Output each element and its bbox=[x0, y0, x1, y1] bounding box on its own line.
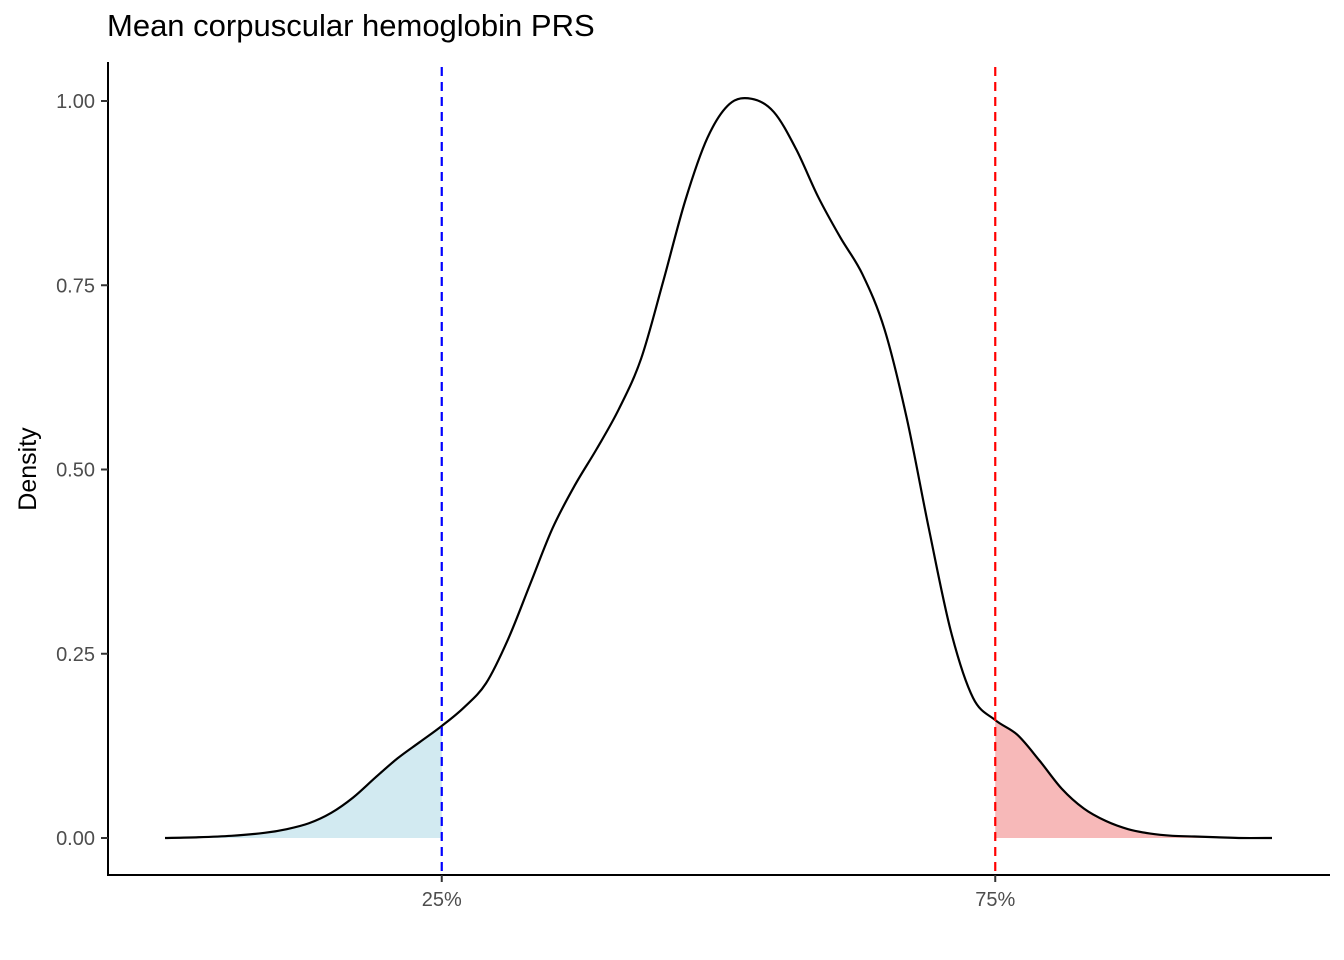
density-curve-layer bbox=[164, 97, 1273, 840]
y-tick-label: 0.00 bbox=[56, 828, 95, 850]
lower-quartile-area bbox=[165, 725, 442, 838]
axes bbox=[107, 62, 1330, 876]
y-tick-label: 0.25 bbox=[56, 644, 95, 666]
y-tick-label: 0.75 bbox=[56, 275, 95, 297]
chart-title: Mean corpuscular hemoglobin PRS bbox=[107, 8, 595, 43]
y-axis-title: Density bbox=[14, 427, 42, 511]
x-tick-label: 75% bbox=[975, 889, 1015, 911]
y-tick-label: 1.00 bbox=[56, 91, 95, 113]
density-curve bbox=[164, 97, 1273, 840]
upper-quartile-area bbox=[995, 720, 1272, 839]
quartile-fills bbox=[165, 720, 1272, 839]
x-tick-label: 25% bbox=[422, 889, 462, 911]
y-axis-ticks: 0.00 0.25 0.50 0.75 1.00 bbox=[56, 91, 108, 850]
quartile-lines bbox=[440, 67, 997, 875]
y-tick-label: 0.50 bbox=[56, 460, 95, 482]
x-axis-ticks: 25% 75% bbox=[422, 875, 1015, 911]
